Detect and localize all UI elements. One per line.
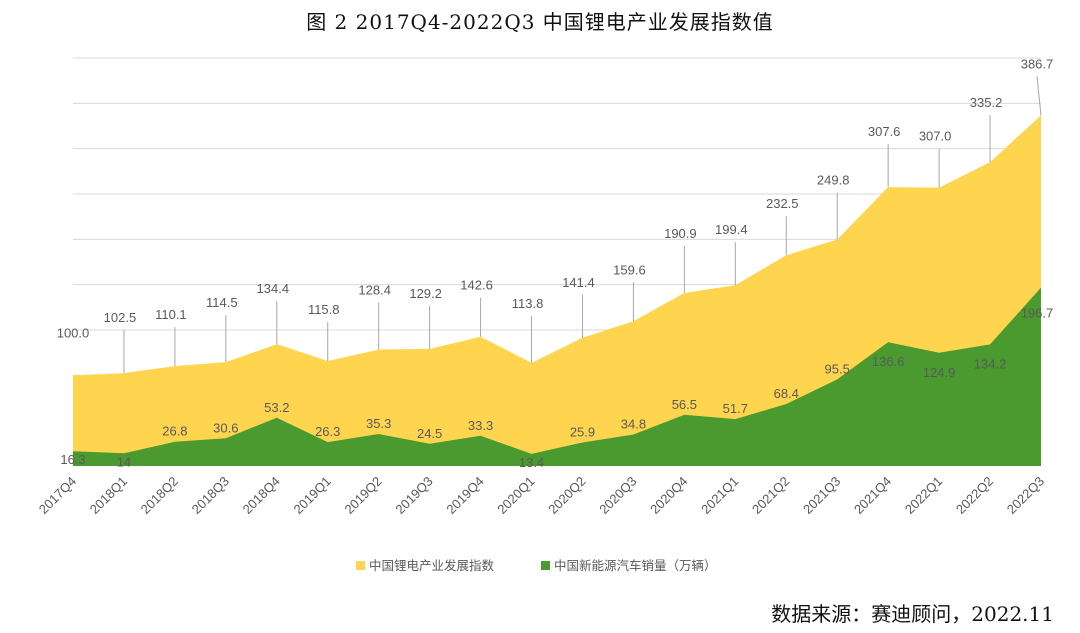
- index-data-label: 335.2: [970, 95, 1003, 110]
- legend: 中国锂电产业发展指数 中国新能源汽车销量（万辆）: [356, 558, 717, 573]
- sales-data-label: 95.5: [825, 361, 850, 376]
- sales-data-label: 24.5: [417, 426, 442, 441]
- x-tick-label: 2022Q2: [953, 474, 996, 517]
- index-data-label: 113.8: [512, 296, 544, 311]
- index-data-label: 134.4: [257, 281, 290, 296]
- sales-data-label: 34.8: [621, 416, 646, 431]
- sales-data-label: 136.6: [872, 354, 905, 369]
- x-tick-label: 2019Q3: [392, 474, 435, 517]
- x-tick-label: 2019Q2: [341, 474, 384, 517]
- sales-data-label: 124.9: [923, 365, 956, 380]
- x-tick-label: 2020Q3: [596, 474, 639, 517]
- x-tick-label: 2018Q2: [138, 474, 181, 517]
- source-note: 数据来源：赛迪顾问，2022.11: [771, 602, 1054, 626]
- sales-data-label: 16.3: [60, 452, 85, 467]
- x-tick-label: 2018Q3: [189, 474, 232, 517]
- index-data-label: 190.9: [664, 226, 697, 241]
- index-data-label: 232.5: [766, 196, 799, 211]
- index-data-label: 128.4: [358, 283, 391, 298]
- x-tick-label: 2019Q4: [443, 474, 486, 517]
- series-areas: [73, 115, 1041, 466]
- index-data-label: 129.2: [409, 286, 442, 301]
- index-area: [73, 115, 1041, 466]
- x-tick-label: 2018Q1: [87, 474, 130, 517]
- sales-data-label: 56.5: [672, 397, 697, 412]
- chart-title: 图 2 2017Q4-2022Q3 中国锂电产业发展指数值: [306, 10, 774, 34]
- sales-data-label: 30.6: [213, 420, 238, 435]
- sales-data-label: 134.2: [974, 356, 1007, 371]
- sales-data-label: 26.8: [162, 424, 187, 439]
- x-tick-label: 2021Q4: [851, 474, 894, 517]
- x-tick-label: 2019Q1: [291, 474, 334, 517]
- x-tick-label: 2021Q3: [800, 474, 843, 517]
- sales-area: [73, 287, 1041, 466]
- legend-swatch: [541, 561, 550, 570]
- sales-data-label: 35.3: [366, 416, 391, 431]
- x-tick-label: 2021Q2: [749, 474, 792, 517]
- x-tick-label: 2020Q4: [647, 474, 690, 517]
- x-tick-label: 2018Q4: [240, 474, 283, 517]
- sales-data-label: 53.2: [264, 400, 289, 415]
- index-data-label: 110.1: [155, 307, 187, 322]
- x-axis-ticks: 2017Q4 2018Q1 2018Q2 2018Q3 2018Q4 2019Q1 2019…: [36, 474, 1047, 517]
- index-data-label: 307.0: [919, 129, 952, 144]
- index-data-label: 199.4: [715, 222, 748, 237]
- sales-data-label: 33.3: [468, 418, 493, 433]
- data-labels: 100.0 102.5 110.1 114.5 134.4 115.8 128.4 129.2…: [57, 56, 1054, 469]
- sales-data-label: 196.7: [1021, 306, 1054, 321]
- index-data-label: 159.6: [613, 262, 646, 277]
- index-label-leader: [1036, 76, 1042, 116]
- index-data-label: 307.6: [868, 124, 901, 139]
- index-data-label: 249.8: [817, 173, 850, 188]
- index-data-label: 386.7: [1021, 56, 1054, 71]
- legend-swatch: [356, 561, 365, 570]
- sales-data-label: 25.9: [570, 425, 595, 440]
- sales-data-label: 26.3: [315, 424, 340, 439]
- x-tick-label: 2021Q1: [698, 474, 741, 517]
- index-data-label: 114.5: [206, 295, 238, 310]
- x-tick-label: 2020Q1: [494, 474, 537, 517]
- sales-data-label: 13.4: [519, 455, 544, 470]
- label-leaders: [123, 76, 1042, 374]
- sales-data-label: 68.4: [774, 386, 799, 401]
- index-data-label: 100.0: [57, 325, 90, 340]
- x-tick-label: 2020Q2: [545, 474, 588, 517]
- sales-data-label: 51.7: [723, 401, 748, 416]
- x-tick-label: 2022Q1: [902, 474, 945, 517]
- index-data-label: 115.8: [308, 302, 340, 317]
- legend-label: 中国锂电产业发展指数: [369, 558, 495, 573]
- sales-data-label: 14: [117, 454, 131, 469]
- index-data-label: 141.4: [562, 275, 595, 290]
- x-tick-label: 2017Q4: [36, 474, 79, 517]
- index-data-label: 142.6: [460, 278, 493, 293]
- legend-label: 中国新能源汽车销量（万辆）: [554, 558, 717, 573]
- x-tick-label: 2022Q3: [1004, 474, 1047, 517]
- index-data-label: 102.5: [104, 310, 137, 325]
